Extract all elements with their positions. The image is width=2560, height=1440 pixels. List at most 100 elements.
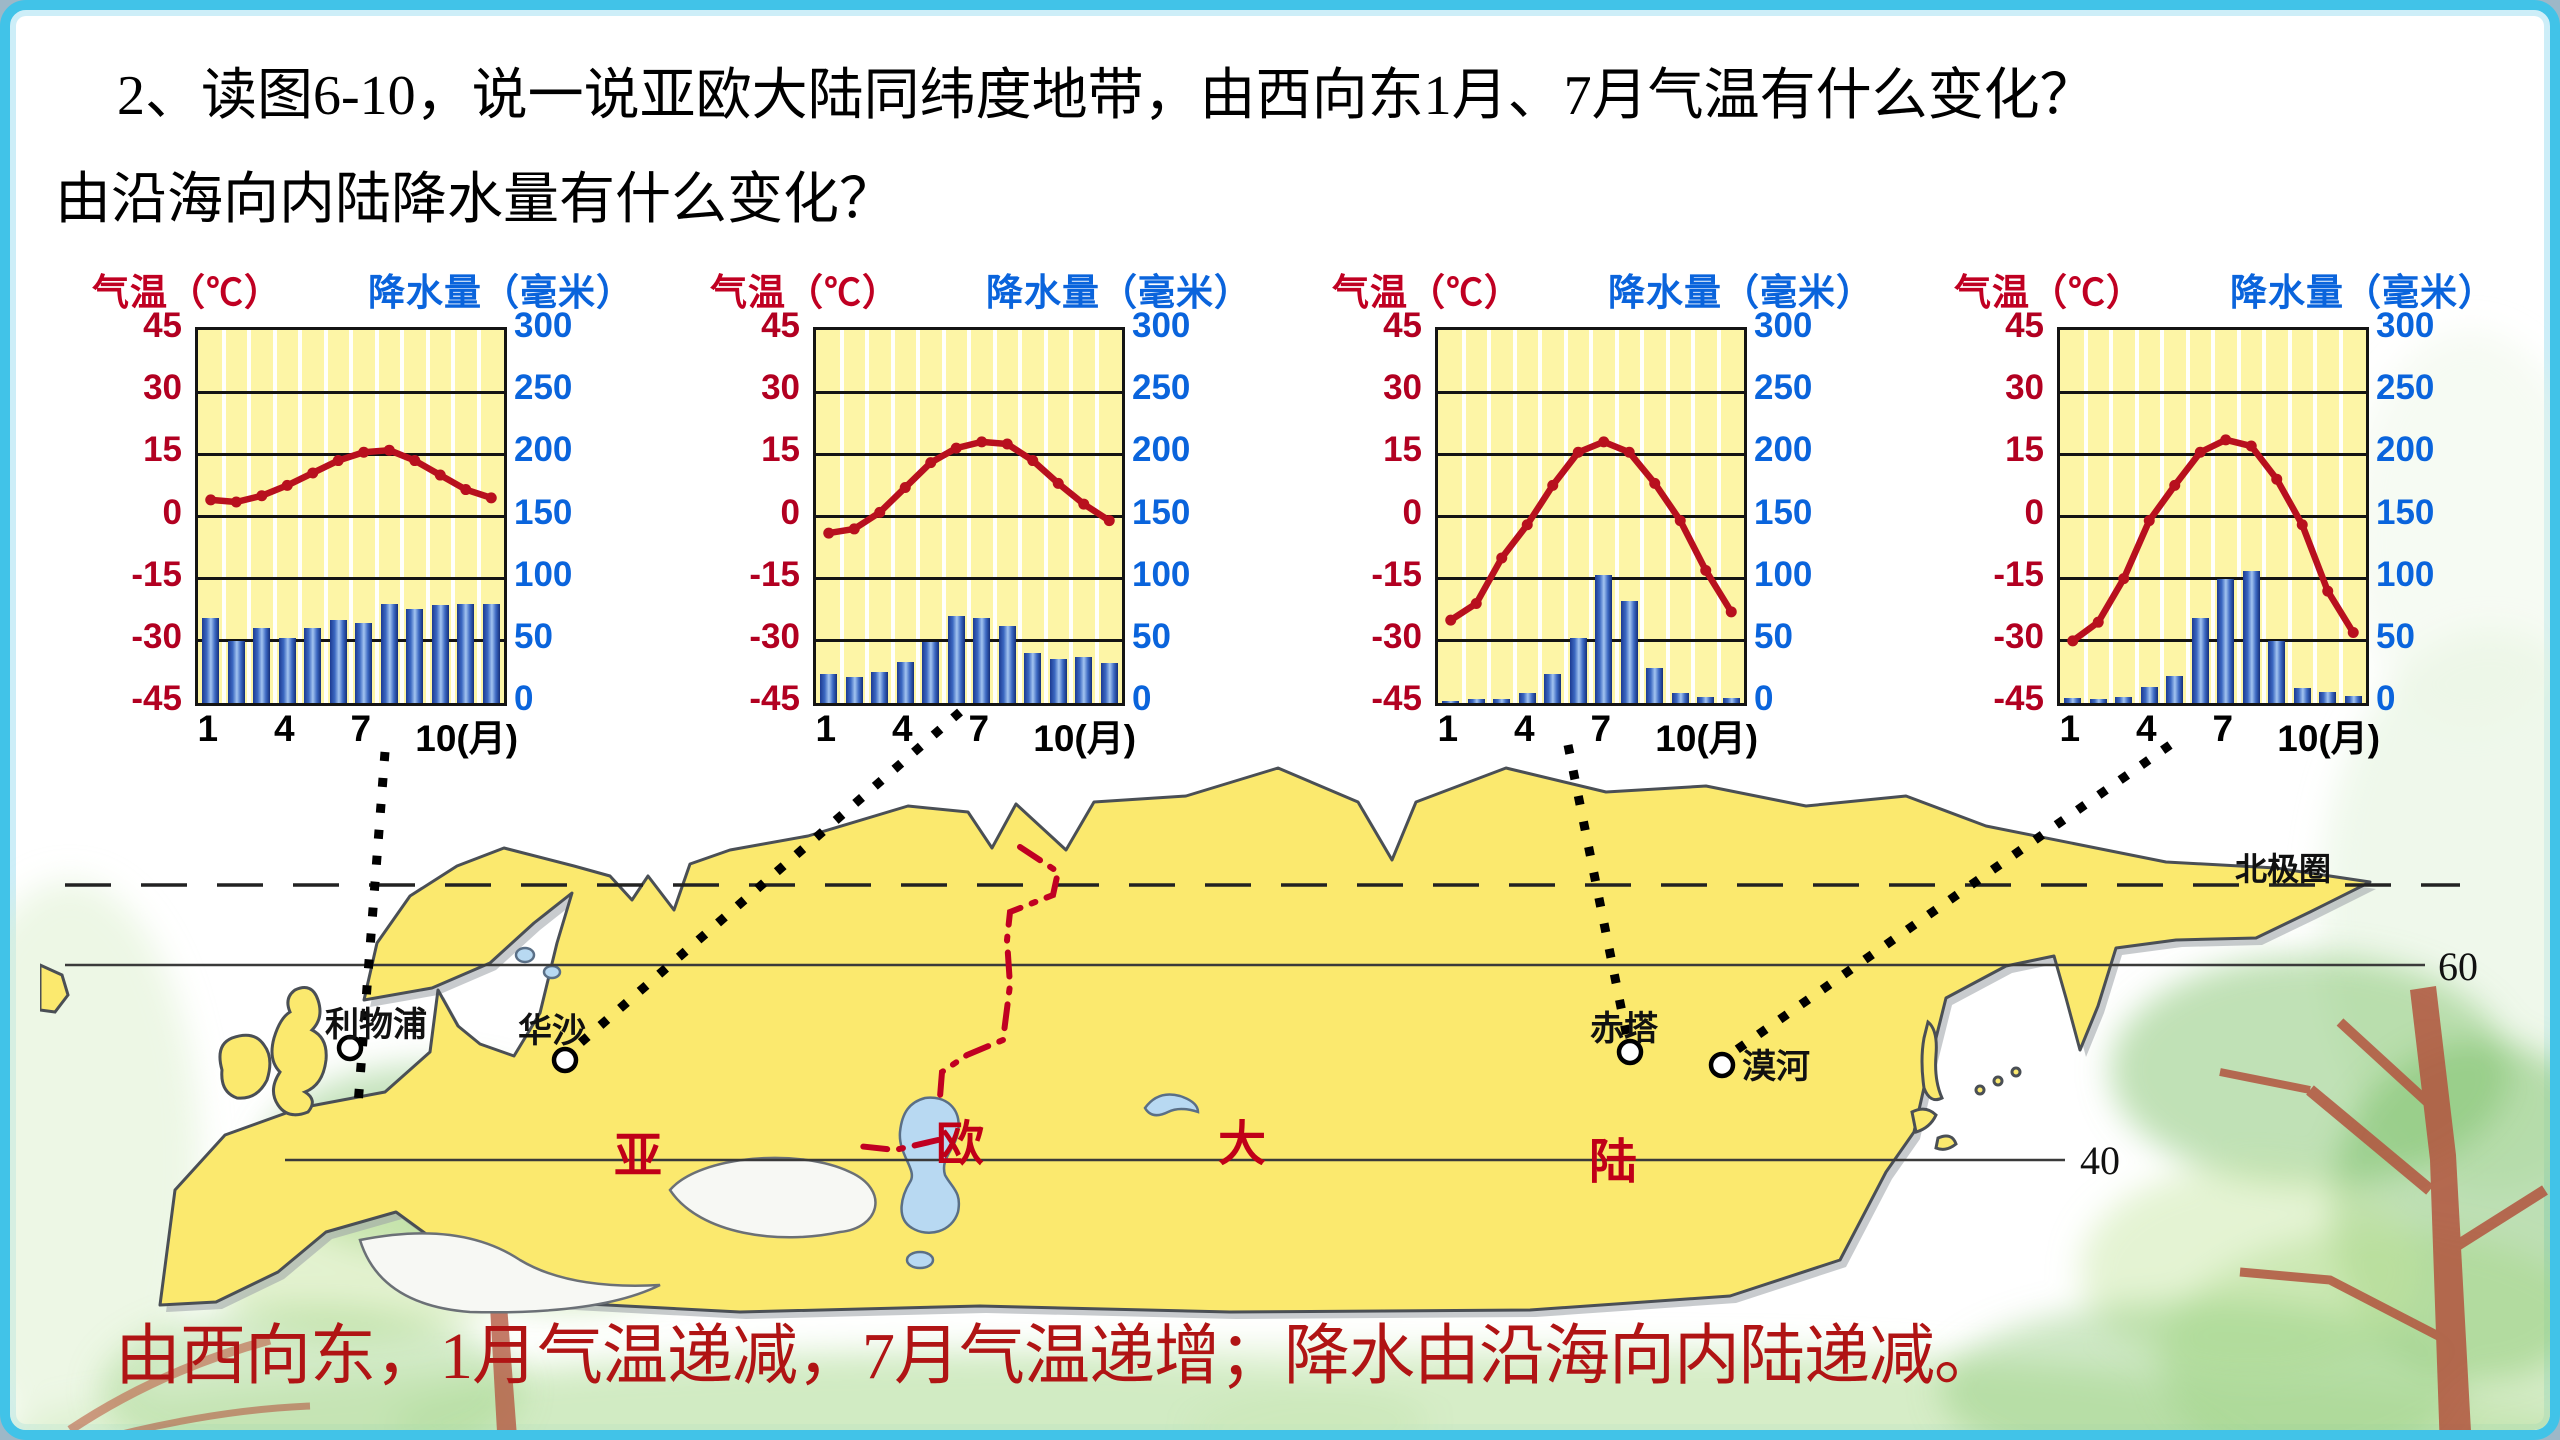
temperature-curve	[205, 444, 497, 508]
month-tick: 7	[2212, 708, 2234, 749]
precip-tick: 250	[2376, 368, 2435, 408]
value-gridline	[1438, 452, 1744, 456]
precipitation-axis-title: 降水量（毫米）	[2230, 272, 2496, 313]
precip-tick: 150	[514, 492, 573, 532]
temp-tick: 45	[1383, 306, 1422, 345]
precip-tick: 250	[1132, 368, 1191, 408]
precip-bar-month-11	[1075, 657, 1093, 703]
sakhalin-island	[1920, 1019, 1944, 1102]
temperature-point	[1598, 436, 1610, 448]
temp-tick: 45	[761, 306, 800, 345]
temperature-point	[1470, 598, 1482, 610]
city-markers	[336, 1034, 1736, 1079]
temperature-curve	[2067, 434, 2359, 647]
great-britain-island	[270, 986, 328, 1117]
precip-bar-month-5	[304, 628, 322, 703]
temperature-point	[1078, 498, 1090, 510]
temperature-point	[2118, 573, 2130, 585]
month-tick: 4	[891, 708, 913, 749]
precip-bar-month-2	[2089, 699, 2107, 703]
precip-bar-month-4	[278, 638, 296, 703]
temperature-point	[1027, 455, 1039, 467]
temp-tick: -45	[1993, 679, 2044, 718]
precip-bar-month-8	[1620, 601, 1638, 703]
temp-tick: -30	[749, 616, 800, 656]
city-label-chita: 赤塔	[1590, 1010, 1659, 1048]
kuril-island-1	[1974, 1084, 1986, 1096]
temperature-point	[1445, 614, 1457, 626]
precip-bar-month-2	[227, 640, 245, 703]
continent-name: 亚 欧 大 陆	[614, 1118, 1637, 1189]
question-line-1: 2、读图6-10，说一说亚欧大陆同纬度地带，由西向东1月、7月气温有什么变化？	[117, 65, 2096, 127]
lat-60-label: 60	[2438, 944, 2478, 989]
temperature-point	[434, 469, 446, 481]
precip-bar-month-5	[922, 642, 940, 703]
precip-bar-month-6	[1569, 638, 1587, 703]
temperature-point	[925, 457, 937, 469]
temperature-point	[1674, 515, 1686, 527]
value-gridline	[198, 577, 504, 581]
temperature-point	[460, 484, 472, 496]
precip-bar-month-12	[1722, 698, 1740, 703]
temperature-point	[2194, 446, 2206, 458]
kuril-island-2	[1992, 1075, 2004, 1087]
precip-bar-month-8	[380, 603, 398, 703]
precip-bar-month-12	[2344, 695, 2362, 703]
precip-bar-month-6	[947, 615, 965, 703]
temperature-point	[1700, 564, 1712, 576]
temp-tick: 0	[1402, 492, 1422, 532]
temp-tick: 30	[1383, 368, 1422, 408]
city-marker-warsaw	[551, 1046, 579, 1074]
precip-bar-month-10	[1049, 659, 1067, 703]
precip-tick: 200	[2376, 430, 2435, 470]
precip-bar-month-7	[2217, 578, 2235, 703]
month-tick: 4	[1513, 708, 1535, 749]
value-gridline	[2060, 390, 2366, 394]
climograph-利物浦: 气温（℃） 降水量（毫米） 45 30 15 0 -15 -30 -45 300 250 200 150…	[70, 262, 635, 762]
value-gridline	[198, 639, 504, 643]
value-gridline	[1438, 515, 1744, 518]
precip-bar-month-11	[457, 603, 475, 703]
british-isles	[40, 963, 328, 1117]
month-tick: 4	[273, 708, 295, 749]
plot-area	[2057, 327, 2369, 706]
temperature-point	[383, 444, 395, 456]
temperature-point	[307, 467, 319, 479]
precip-tick: 50	[1754, 616, 1793, 656]
temperature-point	[332, 455, 344, 467]
connector-warsaw	[567, 708, 963, 1056]
precip-tick: 0	[514, 679, 534, 718]
temperature-point	[230, 496, 242, 508]
temperature-point	[823, 527, 835, 539]
precip-tick: 300	[2376, 306, 2435, 345]
eurasia-landmass	[158, 766, 2372, 1314]
temp-tick: 0	[2024, 492, 2044, 532]
precip-tick: 150	[1754, 492, 1813, 532]
value-gridline	[198, 515, 504, 518]
precip-tick: 50	[514, 616, 553, 656]
continent-char-1: 亚	[614, 1130, 662, 1183]
precip-bar-month-5	[1544, 674, 1562, 703]
value-gridline	[1438, 390, 1744, 394]
temp-tick: 45	[2005, 306, 2044, 345]
temperature-axis-title: 气温（℃）	[1954, 272, 2144, 313]
precip-bar-month-9	[2268, 640, 2286, 703]
value-gridline	[816, 577, 1122, 581]
temperature-point	[1521, 519, 1533, 531]
continent-char-2: 欧	[936, 1118, 984, 1171]
plot-area	[813, 327, 1125, 706]
lakes	[514, 946, 1200, 1270]
value-gridline	[2060, 577, 2366, 581]
temperature-axis-title: 气温（℃）	[92, 272, 282, 313]
precip-bar-month-10	[431, 604, 449, 703]
temp-tick: -15	[1993, 554, 2044, 594]
temp-tick: 30	[143, 368, 182, 408]
temp-tick: -45	[1371, 679, 1422, 718]
value-gridline	[2060, 515, 2366, 518]
temperature-point	[485, 492, 497, 504]
east-asian-islands	[1910, 1019, 2022, 1151]
temperature-point	[281, 479, 293, 491]
precipitation-axis-title: 降水量（毫米）	[368, 272, 634, 313]
value-gridline	[2060, 452, 2366, 456]
